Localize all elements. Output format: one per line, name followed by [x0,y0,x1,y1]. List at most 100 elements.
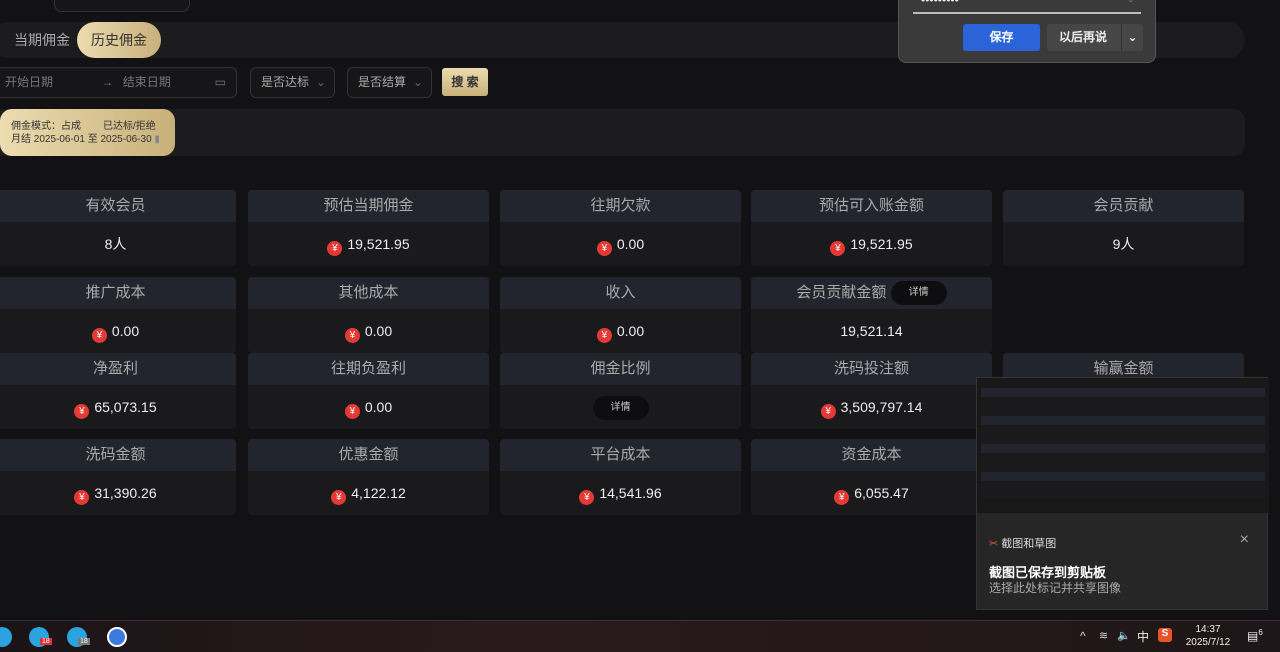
stat-card-value: ¥3,509,797.14 [751,385,992,429]
browser-icon[interactable] [107,627,127,647]
yen-icon: ¥ [579,490,595,505]
stat-card-title: 其他成本 [248,277,489,309]
stat-card-title: 洗码投注额 [751,353,992,385]
stat-card-value: ¥0.00 [500,222,741,266]
screenshot-thumbnail[interactable] [977,378,1269,513]
wifi-icon[interactable]: ≋ [1099,630,1109,642]
stat-card: 往期欠款 ¥0.00 [500,190,741,266]
snipping-tool-icon: ✂ [989,538,999,550]
chevron-down-icon[interactable]: ⌄ [1121,24,1143,51]
stat-card-title: 收入 [500,277,741,309]
eye-icon[interactable]: ◦ [1128,0,1133,7]
close-icon[interactable]: × [1239,531,1249,548]
settled-select[interactable]: 是否结算 ⌄ [347,67,432,98]
period-range: 月结 2025-06-01 至 2025-06-30 [11,134,152,145]
tab-current-commission[interactable]: 当期佣金 [14,32,70,48]
later-button[interactable]: 以后再说 ⌄ [1047,24,1143,51]
stat-card: 推广成本 ¥0.00 [0,277,236,353]
clock[interactable]: 14:37 2025/7/12 [1185,624,1231,648]
stat-card-value: ¥19,521.95 [248,222,489,266]
trash-icon[interactable]: ▮ [154,134,160,145]
stat-card-title: 预估可入账金额 [751,190,992,222]
stat-card: 佣金比例 详情 [500,353,741,429]
stat-card-value: ¥4,122.12 [248,471,489,515]
notification-body: 选择此处标记并共享图像 [989,581,1122,595]
detail-button[interactable]: 详情 [592,396,649,421]
period-chip[interactable]: 佣金模式：占成 已达标/拒绝 月结 2025-06-01 至 2025-06-30… [0,109,175,156]
sogou-icon[interactable]: S [1158,628,1172,642]
yen-icon: ¥ [830,241,846,256]
screenshot-notification[interactable]: ✂ 截图和草图 × 截图已保存到剪贴板 选择此处标记并共享图像 [976,377,1269,610]
yen-icon: ¥ [344,328,360,343]
stat-card-value: ¥65,073.15 [0,385,236,429]
stat-card-value: ¥0.00 [500,309,741,353]
stat-card-value: 8人 [104,236,127,252]
stat-card-value: ¥0.00 [248,385,489,429]
stat-card-value: ¥0.00 [0,309,236,353]
stat-card-value: ¥6,055.47 [751,471,992,515]
stat-card-value: ¥14,541.96 [500,471,741,515]
stat-card-title: 往期欠款 [500,190,741,222]
yen-icon: ¥ [344,404,360,419]
yen-icon: ¥ [331,490,347,505]
volume-icon[interactable]: 🔈 [1117,630,1131,642]
stat-card-title: 推广成本 [0,277,236,309]
stat-card: 其他成本 ¥0.00 [248,277,489,353]
stat-card: 预估当期佣金 ¥19,521.95 [248,190,489,266]
save-password-popup: ••••••••• ◦ 保存 以后再说 ⌄ [898,0,1156,63]
save-password-button[interactable]: 保存 [963,24,1040,51]
stat-card: 预估可入账金额 ¥19,521.95 [751,190,992,266]
stat-card: 有效会员 8人 [0,190,236,266]
tab-history-commission[interactable]: 历史佣金 [77,22,161,58]
stat-card-title: 往期负盈利 [248,353,489,385]
stat-card-title: 资金成本 [751,439,992,471]
stat-card: 往期负盈利 ¥0.00 [248,353,489,429]
stat-card-title: 洗码金额 [0,439,236,471]
notification-center-icon[interactable]: ▤6 [1247,628,1263,643]
telegram-icon[interactable] [0,627,12,647]
date-range-picker[interactable]: 开始日期 → 结束日期 ▭ [0,67,237,98]
settled-select-label: 是否结算 [358,75,407,89]
reach-status: 已达标/拒绝 [103,121,156,132]
stat-card-value: ¥19,521.95 [751,222,992,266]
yen-icon: ¥ [74,490,90,505]
telegram-icon[interactable]: 18 [29,627,52,647]
stat-card: 会员贡献 9人 [1003,190,1244,266]
commission-mode: 佣金模式：占成 [11,121,81,132]
stat-card: 洗码投注额 ¥3,509,797.14 [751,353,992,429]
stat-card-value: 9人 [1112,236,1135,252]
stat-card: 收入 ¥0.00 [500,277,741,353]
stat-card-value: ¥31,390.26 [0,471,236,515]
stat-card-title: 预估当期佣金 [248,190,489,222]
notification-title: 截图已保存到剪贴板 [989,565,1107,580]
stat-card: 优惠金额 ¥4,122.12 [248,439,489,515]
ime-indicator[interactable]: 中 [1137,630,1150,644]
yen-icon: ¥ [327,241,343,256]
stat-card-title: 会员贡献金额 详情 [751,277,992,309]
stat-card-title: 平台成本 [500,439,741,471]
stat-card: 洗码金额 ¥31,390.26 [0,439,236,515]
search-button[interactable]: 搜 索 [442,68,488,96]
yen-icon: ¥ [91,328,107,343]
taskbar: 18 18 ^ ≋ 🔈 中 S 14:37 2025/7/12 ▤6 [0,620,1280,652]
chevron-down-icon: ⌄ [315,75,326,89]
stat-card-value: 详情 [500,385,741,429]
end-date-input[interactable]: 结束日期 [122,75,171,89]
notification-app: 截图和草图 [1001,538,1057,550]
reached-select-label: 是否达标 [261,75,310,89]
reached-select[interactable]: 是否达标 ⌄ [250,67,335,98]
type-select[interactable] [54,0,190,12]
yen-icon: ¥ [820,404,836,419]
chevron-up-icon[interactable]: ^ [1080,629,1086,643]
start-date-input[interactable]: 开始日期 [5,75,54,89]
stat-card: 净盈利 ¥65,073.15 [0,353,236,429]
detail-button[interactable]: 详情 [890,281,947,306]
telegram-icon[interactable]: 18 [67,627,90,647]
calendar-icon: ▭ [214,75,226,89]
stat-card-value: ¥0.00 [248,309,489,353]
stat-card: 会员贡献金额 详情 19,521.14 [751,277,992,353]
stat-card-value: 19,521.14 [840,323,903,339]
arrow-icon: → [101,75,114,89]
yen-icon: ¥ [74,404,90,419]
password-field[interactable]: ••••••••• ◦ [913,0,1141,14]
